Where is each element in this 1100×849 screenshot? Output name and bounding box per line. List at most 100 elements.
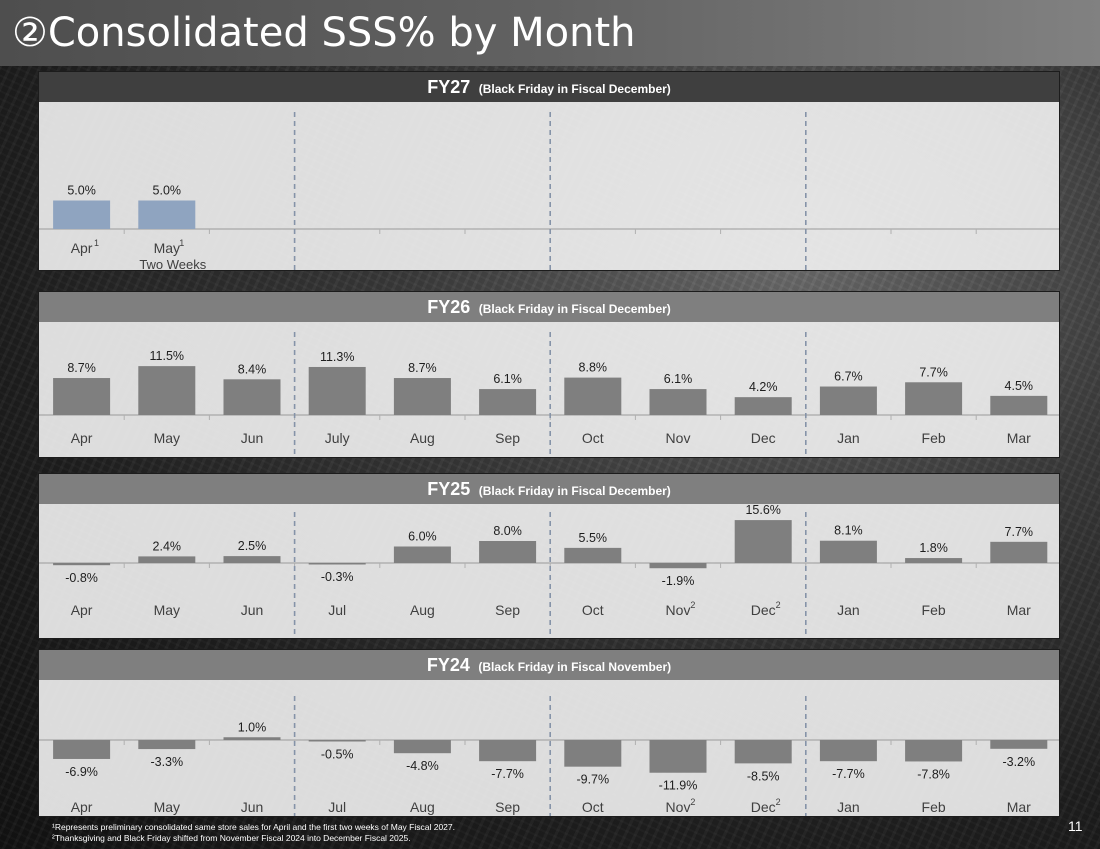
fy25-tick-label-sep: Sep bbox=[495, 602, 520, 618]
fy26-bar-dec bbox=[734, 397, 792, 415]
fy24-chart: -6.9% Apr -3.3% May 1.0% Jun -0.5% Jul -4.8% Aug -… bbox=[39, 696, 1059, 816]
fy24-bar-mar bbox=[990, 740, 1048, 749]
fy24-bar-jun bbox=[223, 737, 281, 740]
fy27-data-label-apr: 5.0% bbox=[67, 184, 96, 198]
fy24-tick-label-sep: Sep bbox=[495, 799, 520, 815]
fy25-data-label-nov: -1.9% bbox=[662, 574, 695, 588]
fy26-panel: FY26 (Black Friday in Fiscal December) 8… bbox=[38, 291, 1060, 458]
fy24-bar-sep bbox=[479, 740, 537, 762]
fy25-bar-aug bbox=[393, 546, 451, 563]
fy26-tick-label-may: May bbox=[154, 430, 180, 446]
fy24-data-label-jul: -0.5% bbox=[321, 747, 354, 761]
fy26-title: FY26 bbox=[427, 297, 471, 317]
fy27-subtitle: (Black Friday in Fiscal December) bbox=[478, 82, 671, 96]
fy25-bar-may bbox=[138, 556, 196, 563]
fy25-tick-label-apr: Apr bbox=[71, 602, 93, 618]
fy25-panel: FY25 (Black Friday in Fiscal December) -… bbox=[38, 473, 1060, 639]
fy24-tick-label-may: May bbox=[154, 799, 180, 815]
fy26-bar-jun bbox=[223, 379, 281, 415]
fy24-bar-oct bbox=[564, 740, 622, 767]
fy24-bar-nov bbox=[649, 740, 707, 773]
fy26-tick-label-sep: Sep bbox=[495, 430, 520, 446]
fy24-title: FY24 bbox=[426, 655, 470, 675]
fy24-tick-label-mar: Mar bbox=[1007, 799, 1031, 815]
fy24-bar-jul bbox=[308, 740, 366, 742]
fy26-bar-july bbox=[308, 366, 366, 415]
fy25-tick-label-jun: Jun bbox=[241, 602, 264, 618]
fy26-bar-nov bbox=[649, 389, 707, 415]
fy25-data-label-feb: 1.8% bbox=[919, 541, 948, 555]
fy26-data-label-aug: 8.7% bbox=[408, 361, 437, 375]
fy24-tick-superscript-nov: 2 bbox=[690, 797, 695, 807]
fy24-tick-label-oct: Oct bbox=[582, 799, 604, 815]
fy24-data-label-jun: 1.0% bbox=[238, 720, 267, 734]
fy25-data-label-jul: -0.3% bbox=[321, 570, 354, 584]
fy24-data-label-jan: -7.7% bbox=[832, 767, 865, 781]
fy24-subtitle: (Black Friday in Fiscal November) bbox=[478, 660, 672, 674]
fy27-data-label-may: 5.0% bbox=[153, 184, 182, 198]
fy26-bar-oct bbox=[564, 377, 622, 415]
fy25-bar-jun bbox=[223, 556, 281, 563]
fy26-bar-feb bbox=[905, 382, 963, 415]
fy25-data-label-jan: 8.1% bbox=[834, 524, 863, 538]
fy25-chart: -0.8% Apr 2.4% May 2.5% Jun -0.3% Jul 6.0% Aug 8.0… bbox=[39, 503, 1059, 634]
fy25-tick-superscript-nov: 2 bbox=[690, 600, 695, 610]
fy26-data-label-dec: 4.2% bbox=[749, 380, 778, 394]
fy26-header: FY26 (Black Friday in Fiscal December) bbox=[39, 292, 1059, 322]
fy24-data-label-mar: -3.2% bbox=[1002, 755, 1035, 769]
fy25-tick-label-feb: Feb bbox=[922, 602, 946, 618]
fy24-bar-feb bbox=[905, 740, 963, 762]
fy24-tick-label-jan: Jan bbox=[837, 799, 860, 815]
fy26-bar-mar bbox=[990, 395, 1048, 415]
fy27-bar-may bbox=[138, 200, 196, 229]
fy25-bar-oct bbox=[564, 547, 622, 563]
fy25-data-label-sep: 8.0% bbox=[493, 524, 521, 538]
fy24-data-label-oct: -9.7% bbox=[576, 773, 609, 787]
fy25-bar-mar bbox=[990, 541, 1048, 563]
fy26-data-label-jun: 8.4% bbox=[238, 362, 267, 376]
fy26-bar-jan bbox=[819, 386, 877, 415]
fy26-data-label-july: 11.3% bbox=[320, 350, 355, 364]
fy26-tick-label-jun: Jun bbox=[241, 430, 264, 446]
fy24-panel: FY24 (Black Friday in Fiscal November) -… bbox=[38, 649, 1060, 817]
fy24-data-label-may: -3.3% bbox=[150, 755, 183, 769]
fy24-tick-label-nov: Nov bbox=[666, 799, 691, 815]
fy26-data-label-oct: 8.8% bbox=[579, 361, 608, 375]
fy26-tick-label-mar: Mar bbox=[1007, 430, 1031, 446]
fy24-data-label-sep: -7.7% bbox=[491, 767, 524, 781]
fy25-bar-nov bbox=[649, 563, 707, 569]
fy26-chart: 8.7% Apr 11.5% May 8.4% Jun 11.3% July 8.7% Aug 6.… bbox=[39, 332, 1059, 454]
fy24-data-label-dec: -8.5% bbox=[747, 769, 780, 783]
fy26-tick-label-nov: Nov bbox=[666, 430, 691, 446]
fy24-bar-may bbox=[138, 740, 196, 750]
fy26-tick-label-oct: Oct bbox=[582, 430, 604, 446]
fy25-bar-jan bbox=[819, 540, 877, 563]
fy24-data-label-aug: -4.8% bbox=[406, 759, 439, 773]
fy24-tick-label-feb: Feb bbox=[922, 799, 946, 815]
fy24-bar-apr bbox=[53, 740, 111, 759]
fy27-header: FY27 (Black Friday in Fiscal December) bbox=[39, 72, 1059, 102]
fy24-tick-superscript-dec: 2 bbox=[776, 797, 781, 807]
fy27-panel: FY27 (Black Friday in Fiscal December) 5… bbox=[38, 71, 1060, 271]
fy25-tick-label-oct: Oct bbox=[582, 602, 604, 618]
fy24-data-label-nov: -11.9% bbox=[659, 779, 698, 793]
fy24-data-label-apr: -6.9% bbox=[65, 765, 98, 779]
fy26-data-label-mar: 4.5% bbox=[1005, 379, 1034, 393]
fy25-bar-feb bbox=[905, 558, 963, 563]
fy25-bar-jul bbox=[308, 563, 366, 565]
fy26-data-label-sep: 6.1% bbox=[493, 372, 521, 386]
fy26-tick-label-jan: Jan bbox=[837, 430, 860, 446]
fy26-tick-label-apr: Apr bbox=[71, 430, 93, 446]
fy26-subtitle: (Black Friday in Fiscal December) bbox=[478, 302, 671, 316]
fy24-data-label-feb: -7.8% bbox=[917, 767, 950, 781]
fy25-tick-label-may: May bbox=[154, 602, 180, 618]
fy27-tick-superscript-apr: 1 bbox=[94, 238, 99, 248]
fy26-tick-label-aug: Aug bbox=[410, 430, 435, 446]
fy25-header: FY25 (Black Friday in Fiscal December) bbox=[39, 474, 1059, 504]
fy25-data-label-apr: -0.8% bbox=[65, 571, 98, 585]
fy24-bar-dec bbox=[734, 740, 792, 764]
fy25-tick-label-nov: Nov bbox=[666, 602, 691, 618]
fy27-tick-label-apr: Apr bbox=[71, 240, 93, 256]
fy25-bar-dec bbox=[734, 520, 792, 563]
